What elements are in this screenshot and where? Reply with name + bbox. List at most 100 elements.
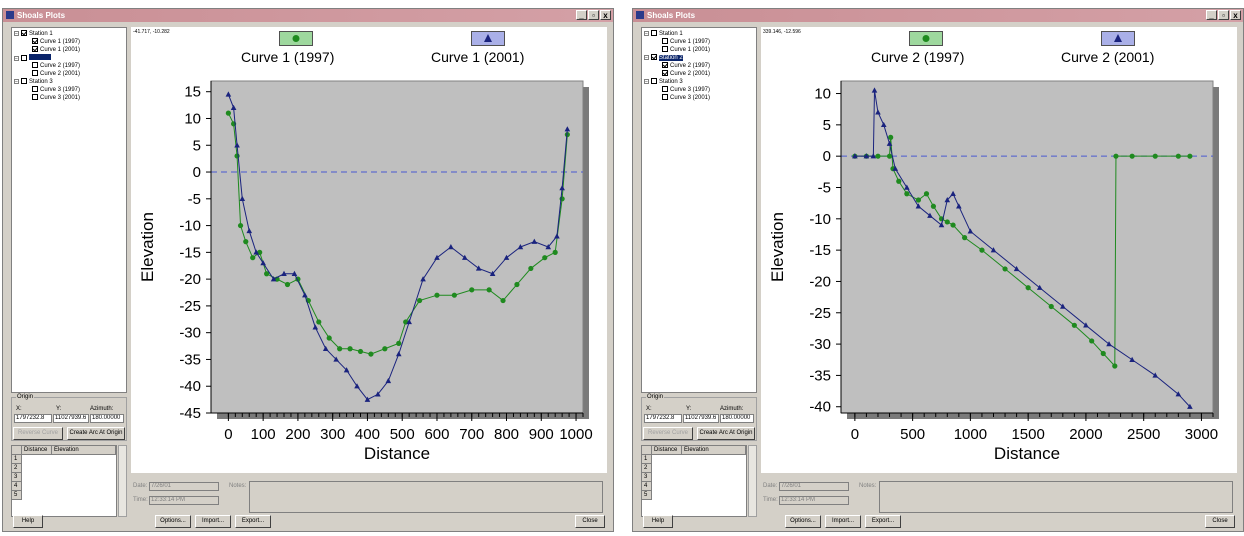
minimize-button[interactable]: _ [576, 10, 587, 20]
origin-x-field[interactable]: 1797232.8 [14, 414, 52, 423]
options-button[interactable]: Options... [785, 515, 821, 528]
checkbox[interactable] [21, 55, 27, 61]
station-tree[interactable]: − Station 1 Curve 1 (1997) Curve 1 (2001)… [11, 27, 127, 393]
tree-node-curve-2-2001[interactable]: Curve 2 (2001) [662, 70, 710, 77]
reverse-curve-button[interactable]: Reverse Curve [13, 427, 63, 440]
tree-node-curve-3-1997[interactable]: Curve 3 (1997) [662, 86, 710, 93]
checkbox[interactable] [662, 38, 668, 44]
tree-node-curve-2-2001[interactable]: Curve 2 (2001) [32, 70, 80, 77]
close-window-button[interactable]: x [1230, 10, 1241, 20]
collapse-icon[interactable]: − [644, 31, 649, 37]
checkbox[interactable] [651, 54, 657, 60]
checkbox[interactable] [662, 70, 668, 76]
checkbox[interactable] [662, 46, 668, 52]
checkbox[interactable] [32, 62, 38, 68]
maximize-button[interactable]: ▫ [1218, 10, 1229, 20]
origin-x-field[interactable]: 1797232.8 [644, 414, 682, 423]
tree-node-curve-3-1997[interactable]: Curve 3 (1997) [32, 86, 80, 93]
row-header[interactable]: 3 [12, 473, 22, 482]
tree-node-station-1[interactable]: − Station 1 [14, 30, 53, 37]
station-tree[interactable]: − Station 1 Curve 1 (1997) Curve 1 (2001)… [641, 27, 757, 393]
tree-node-station-1[interactable]: − Station 1 [644, 30, 683, 37]
profile-chart[interactable]: 10 5 0 -5 -10 -15 -20 -25 -30 -35 -40 0 500 1000 1500 2… [761, 27, 1237, 473]
collapse-icon[interactable]: − [14, 79, 19, 85]
help-button[interactable]: Help [13, 515, 43, 528]
tree-node-curve-2-1997[interactable]: Curve 2 (1997) [32, 62, 80, 69]
checkbox[interactable] [662, 62, 668, 68]
tree-node-curve-1-1997[interactable]: Curve 1 (1997) [662, 38, 710, 45]
azimuth-field[interactable]: 180.00000 [90, 414, 124, 423]
azimuth-field[interactable]: 180.00000 [720, 414, 754, 423]
legend-swatch-1997[interactable] [279, 31, 313, 46]
checkbox[interactable] [32, 70, 38, 76]
tree-node-station-3[interactable]: − Station 3 [644, 78, 683, 85]
create-arc-button[interactable]: Create Arc At Origin [67, 427, 125, 440]
tree-node-curve-3-2001[interactable]: Curve 3 (2001) [662, 94, 710, 101]
notes-field[interactable] [249, 481, 603, 513]
minimize-button[interactable]: _ [1206, 10, 1217, 20]
import-button[interactable]: Import... [825, 515, 861, 528]
legend-swatch-2001[interactable] [1101, 31, 1135, 46]
checkbox[interactable] [32, 94, 38, 100]
row-header[interactable]: 4 [642, 482, 652, 491]
close-button[interactable]: Close [575, 515, 605, 528]
row-header[interactable]: 2 [12, 464, 22, 473]
export-button[interactable]: Export... [235, 515, 271, 528]
date-field[interactable]: 7/26/01 [779, 482, 849, 491]
row-header[interactable]: 5 [12, 491, 22, 500]
table-scrollbar[interactable] [748, 445, 757, 517]
row-header[interactable]: 1 [12, 455, 22, 464]
plot-area[interactable]: -41.717, -10.282 Curve 1 (1997) Curve 1 … [131, 27, 607, 473]
close-button[interactable]: Close [1205, 515, 1235, 528]
tree-node-curve-3-2001[interactable]: Curve 3 (2001) [32, 94, 80, 101]
column-header-distance[interactable]: Distance [652, 446, 682, 455]
legend-swatch-1997[interactable] [909, 31, 943, 46]
legend-swatch-2001[interactable] [471, 31, 505, 46]
row-header[interactable]: 1 [642, 455, 652, 464]
row-header[interactable]: 3 [642, 473, 652, 482]
collapse-icon[interactable]: − [644, 55, 649, 61]
checkbox[interactable] [32, 86, 38, 92]
tree-node-curve-2-1997[interactable]: Curve 2 (1997) [662, 62, 710, 69]
origin-y-field[interactable]: 11027939.6 [53, 414, 89, 423]
tree-node-curve-1-2001[interactable]: Curve 1 (2001) [662, 46, 710, 53]
row-header[interactable]: 2 [642, 464, 652, 473]
tree-node-station-2[interactable]: − [14, 54, 51, 62]
close-window-button[interactable]: x [600, 10, 611, 20]
import-button[interactable]: Import... [195, 515, 231, 528]
collapse-icon[interactable]: − [644, 79, 649, 85]
column-header-distance[interactable]: Distance [22, 446, 52, 455]
row-header[interactable]: 4 [12, 482, 22, 491]
help-button[interactable]: Help [643, 515, 673, 528]
tree-node-curve-1-1997[interactable]: Curve 1 (1997) [32, 38, 80, 45]
create-arc-button[interactable]: Create Arc At Origin [697, 427, 755, 440]
time-field[interactable]: 12:33:14 PM [779, 496, 849, 505]
points-table[interactable]: Distance Elevation 1 2 3 4 5 [11, 445, 117, 517]
plot-area[interactable]: 339.146, -12.596 Curve 2 (1997) Curve 2 … [761, 27, 1237, 473]
options-button[interactable]: Options... [155, 515, 191, 528]
tree-node-station-2[interactable]: − Station 2 [644, 54, 683, 61]
row-header[interactable]: 5 [642, 491, 652, 500]
date-field[interactable]: 7/26/01 [149, 482, 219, 491]
reverse-curve-button[interactable]: Reverse Curve [643, 427, 693, 440]
collapse-icon[interactable]: − [14, 56, 19, 62]
checkbox[interactable] [651, 30, 657, 36]
table-scrollbar[interactable] [118, 445, 127, 517]
checkbox[interactable] [662, 86, 668, 92]
collapse-icon[interactable]: − [14, 31, 19, 37]
checkbox[interactable] [662, 94, 668, 100]
profile-chart[interactable]: 15 10 5 0 -5 -10 -15 -20 -25 -30 -35 -40 -45 0 100 200 3… [131, 27, 607, 473]
column-header-elevation[interactable]: Elevation [682, 446, 746, 455]
notes-field[interactable] [879, 481, 1233, 513]
checkbox[interactable] [21, 30, 27, 36]
column-header-elevation[interactable]: Elevation [52, 446, 116, 455]
checkbox[interactable] [32, 38, 38, 44]
time-field[interactable]: 12:33:14 PM [149, 496, 219, 505]
tree-node-station-3[interactable]: − Station 3 [14, 78, 53, 85]
checkbox[interactable] [651, 78, 657, 84]
checkbox[interactable] [32, 46, 38, 52]
maximize-button[interactable]: ▫ [588, 10, 599, 20]
points-table[interactable]: Distance Elevation 1 2 3 4 5 [641, 445, 747, 517]
tree-node-curve-1-2001[interactable]: Curve 1 (2001) [32, 46, 80, 53]
origin-y-field[interactable]: 11027939.6 [683, 414, 719, 423]
